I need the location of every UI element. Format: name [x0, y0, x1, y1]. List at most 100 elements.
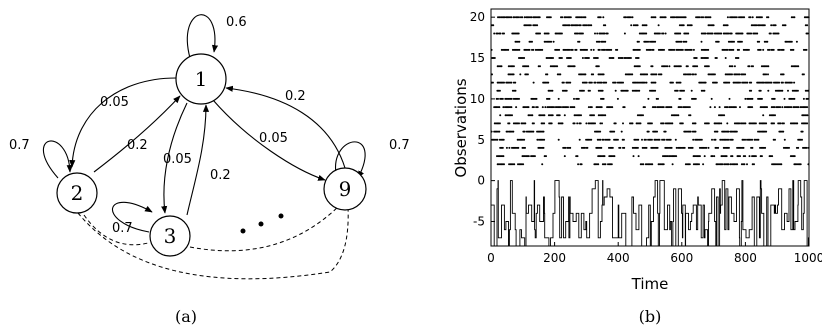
- observation-dot: [498, 130, 501, 133]
- observation-dot: [773, 106, 776, 109]
- observation-dot: [767, 65, 770, 68]
- observation-dot: [654, 89, 657, 92]
- y-tick-label: 10: [470, 92, 485, 106]
- observation-dot: [681, 122, 684, 125]
- x-tick-label: 1000: [794, 251, 822, 265]
- observation-dot: [645, 24, 648, 27]
- node-1: 1: [175, 53, 227, 105]
- observation-dot: [604, 24, 607, 27]
- observation-dot: [657, 97, 659, 100]
- observation-dot: [705, 146, 708, 149]
- observation-dot: [773, 122, 775, 125]
- observation-dot: [667, 155, 670, 158]
- observation-dot: [744, 122, 747, 125]
- observation-dot: [581, 32, 584, 35]
- observation-dot: [552, 57, 554, 59]
- observation-dot: [726, 24, 729, 27]
- observation-dot: [807, 163, 810, 166]
- observation-dot: [510, 81, 513, 84]
- observation-dot: [772, 48, 775, 51]
- observation-dot: [731, 73, 733, 76]
- observation-dot: [526, 73, 529, 76]
- observation-dot: [739, 155, 741, 158]
- observation-dot: [758, 40, 761, 43]
- observation-dot: [518, 48, 521, 51]
- observation-dot: [664, 16, 667, 19]
- observation-dot: [793, 81, 796, 84]
- observation-dot: [490, 130, 493, 133]
- observation-dot: [707, 65, 710, 68]
- y-tick-label: 5: [477, 133, 485, 147]
- dashed-arc-2-3: [83, 214, 149, 246]
- prob-self-3: 0.7: [112, 221, 133, 236]
- observation-dot: [751, 106, 754, 109]
- observation-dot: [776, 163, 779, 166]
- observation-dot: [727, 163, 730, 166]
- observation-dot: [527, 106, 530, 109]
- self-loop-9: [335, 141, 366, 179]
- observation-dot: [744, 73, 747, 76]
- observation-dot: [806, 122, 809, 125]
- observation-dot: [673, 48, 676, 51]
- observation-dot: [706, 57, 709, 59]
- observation-dot: [686, 65, 689, 68]
- ellipsis-dot: [240, 228, 246, 234]
- observation-dot: [778, 81, 781, 84]
- observation-dot: [663, 138, 666, 141]
- observation-dot: [547, 81, 550, 84]
- observation-dot: [636, 146, 639, 149]
- observation-dot: [694, 122, 697, 125]
- ellipsis-dot: [258, 221, 264, 227]
- observation-dot: [718, 122, 721, 125]
- observation-dot: [612, 57, 615, 59]
- observation-dot: [578, 138, 581, 141]
- observation-dot: [774, 24, 777, 27]
- y-axis-ticks: -5 0 5 10 15 20: [470, 10, 495, 228]
- observation-dot: [684, 73, 687, 76]
- observation-dot: [676, 89, 679, 92]
- observation-dot: [576, 24, 579, 27]
- observation-dot: [806, 106, 809, 109]
- observation-dot: [501, 97, 504, 100]
- observation-dot: [594, 32, 596, 35]
- observation-dot: [671, 163, 674, 166]
- observation-dot: [753, 163, 755, 166]
- observation-dot: [619, 146, 622, 149]
- observation-dot: [764, 146, 767, 149]
- observation-dot: [590, 24, 593, 27]
- observation-dot: [735, 130, 738, 133]
- observation-dot: [637, 138, 640, 141]
- observation-dot: [754, 122, 757, 125]
- observation-dot: [718, 106, 721, 109]
- observation-dot: [636, 24, 639, 27]
- observation-dot: [496, 32, 499, 35]
- observation-dot: [601, 89, 604, 92]
- observation-dot: [765, 73, 768, 76]
- edge-9-to-1: [225, 85, 346, 169]
- observation-dot: [797, 106, 800, 109]
- observation-dot: [510, 106, 513, 109]
- node-3: 3: [149, 215, 191, 257]
- observation-dot: [545, 155, 547, 158]
- observation-dot: [610, 163, 613, 166]
- x-axis-title: Time: [631, 275, 669, 293]
- observation-dot: [499, 32, 502, 35]
- observation-dot: [631, 122, 634, 125]
- observation-dot: [616, 97, 619, 100]
- observation-dot: [523, 130, 526, 133]
- observation-dot: [623, 146, 626, 149]
- observation-dot: [596, 57, 599, 59]
- observation-dot: [807, 89, 810, 92]
- observation-dot: [744, 97, 747, 100]
- observation-dot: [700, 40, 703, 43]
- observation-dot: [671, 81, 674, 84]
- observation-dot: [623, 106, 626, 109]
- observation-dot: [539, 32, 541, 35]
- observation-dot: [711, 138, 713, 141]
- observation-dot: [751, 16, 754, 19]
- caption-b: (b): [639, 307, 662, 326]
- observation-dot: [746, 163, 748, 166]
- observation-dot: [759, 48, 762, 51]
- observation-dot: [731, 65, 734, 68]
- edge-1-to-9: [212, 99, 326, 181]
